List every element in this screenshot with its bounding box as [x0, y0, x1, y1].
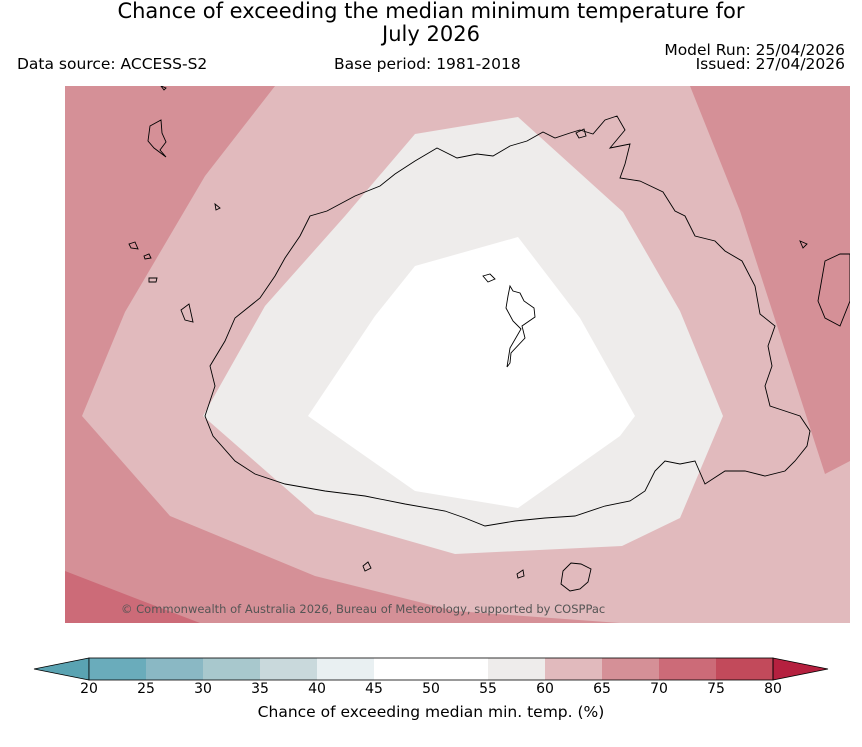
colorbar-high-extend	[772, 657, 829, 681]
map-title: Chance of exceeding the median minimum t…	[0, 0, 862, 46]
colorbar-tick-label: 20	[80, 681, 98, 697]
issued-date: Issued: 27/04/2026	[695, 55, 845, 73]
colorbar-bin	[89, 658, 147, 680]
colorbar-bins	[89, 658, 774, 680]
colorbar-low-extend	[33, 657, 90, 681]
copyright-notice: © Commonwealth of Australia 2026, Bureau…	[121, 602, 605, 616]
model-run: Model Run: 25/04/2026	[664, 41, 845, 59]
colorbar-tick-label: 70	[650, 681, 668, 697]
colorbar-bin	[374, 658, 432, 680]
colorbar-tick-label: 80	[764, 681, 782, 697]
coastline-small-islands	[128, 86, 587, 572]
colorbar-bin	[431, 658, 489, 680]
colorbar	[33, 657, 829, 681]
colorbar-tick-label: 75	[707, 681, 725, 697]
data-source: Data source: ACCESS-S2	[17, 55, 208, 73]
colorbar-bin	[488, 658, 546, 680]
coastline-australia	[204, 115, 811, 527]
colorbar-tick-label: 65	[593, 681, 611, 697]
colorbar-tick-label: 45	[365, 681, 383, 697]
coastline-new-guinea	[147, 119, 850, 327]
colorbar-tick-label: 60	[536, 681, 554, 697]
colorbar-bin	[203, 658, 261, 680]
colorbar-tick-label: 40	[308, 681, 326, 697]
probability-map: © Commonwealth of Australia 2026, Bureau…	[65, 86, 850, 623]
zone-45-55	[308, 237, 635, 508]
colorbar-tick-label: 35	[251, 681, 269, 697]
title-line-1: Chance of exceeding the median minimum t…	[117, 0, 745, 23]
colorbar-tick-label: 30	[194, 681, 212, 697]
title-line-2: July 2026	[382, 22, 480, 46]
colorbar-bin	[146, 658, 204, 680]
colorbar-bin	[716, 658, 774, 680]
colorbar-tick-label: 55	[479, 681, 497, 697]
colorbar-tick-label: 25	[137, 681, 155, 697]
zone-70-75-southwest	[65, 571, 200, 623]
colorbar-bin	[260, 658, 318, 680]
coastline-tasmania	[516, 562, 592, 592]
colorbar-label: Chance of exceeding median min. temp. (%…	[257, 703, 605, 721]
colorbar-bin	[317, 658, 375, 680]
colorbar-bin	[659, 658, 717, 680]
colorbar-bin	[545, 658, 603, 680]
base-period: Base period: 1981-2018	[334, 55, 521, 73]
colorbar-tick-label: 50	[422, 681, 440, 697]
coastline-pacific-island	[505, 284, 536, 368]
colorbar-bin	[602, 658, 660, 680]
colorbar-frame	[88, 657, 774, 681]
